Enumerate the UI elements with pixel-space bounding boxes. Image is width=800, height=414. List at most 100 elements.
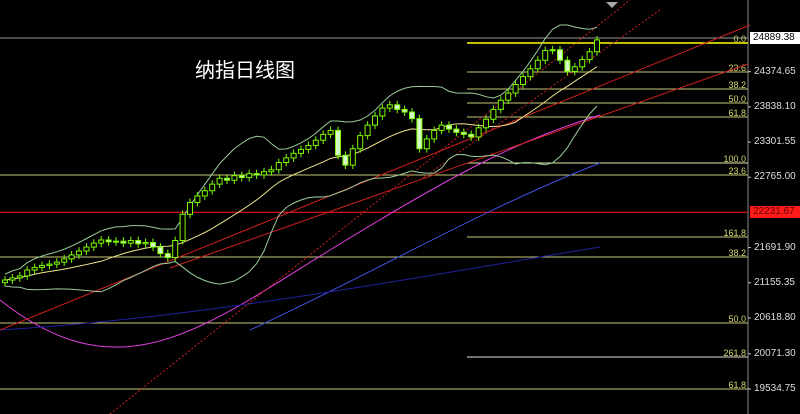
fib-label: 61.8 [728, 108, 746, 118]
candle-body [135, 240, 142, 245]
candle-body [379, 107, 386, 117]
candle-body [164, 253, 171, 259]
candle-body [127, 240, 134, 244]
y-tick-label: 23301.55 [754, 136, 796, 148]
candle-body [179, 213, 186, 242]
candle-body [253, 173, 260, 176]
candle-body [460, 131, 467, 135]
candle-body [349, 148, 356, 166]
candle-body [216, 177, 223, 185]
ma-navy-line [0, 246, 601, 331]
candle-body [231, 175, 238, 181]
candle-body [475, 127, 482, 138]
candle-body [497, 99, 504, 110]
candle-body [105, 239, 112, 243]
candle-body [409, 111, 415, 120]
candle-body [187, 201, 193, 215]
trend-line [169, 63, 749, 269]
candle-body [512, 84, 519, 94]
candle-body [520, 76, 526, 86]
candle-body [594, 39, 600, 53]
candle-body [268, 169, 275, 173]
chart-title: 纳指日线图 [195, 58, 295, 82]
candle-body [246, 173, 253, 179]
candle-body [83, 246, 90, 252]
y-tick-label: 24374.65 [754, 65, 796, 77]
bollinger-lower [4, 105, 598, 293]
y-tick-label: 21155.35 [754, 276, 795, 288]
shift-marker-icon [606, 2, 618, 8]
candle-body [342, 154, 349, 166]
candle-body [401, 108, 408, 113]
candle-body [209, 183, 216, 192]
fib-label: 261.8 [723, 348, 746, 358]
candle-body [9, 277, 16, 281]
candle-body [90, 242, 97, 248]
candle-body [557, 49, 563, 61]
candle-body [157, 246, 164, 255]
candle-body [305, 144, 312, 150]
candle-body [16, 275, 23, 279]
candle-body [335, 129, 341, 156]
fib-label: 61.8 [728, 380, 746, 390]
candle-body [290, 152, 297, 159]
candle-body [505, 92, 512, 101]
candle-body [194, 195, 201, 203]
fib-label: 38.2 [728, 248, 746, 258]
candle-body [534, 59, 541, 70]
trend-line-dotted [419, 9, 661, 181]
candle-body [261, 171, 267, 176]
candle-body [53, 261, 60, 265]
candle-body [357, 135, 364, 150]
bollinger-middle [4, 66, 598, 281]
marked-price-tag: 22231.67 [750, 206, 800, 219]
fib-label: 0.0 [733, 34, 746, 44]
trend-line [0, 24, 751, 331]
candle-body [2, 279, 8, 284]
candle-body [98, 239, 105, 244]
candle-body [468, 133, 475, 138]
y-tick-label: 20618.80 [754, 311, 796, 323]
candle-body [423, 138, 430, 150]
candle-body [586, 51, 593, 61]
candle-body [142, 241, 149, 245]
candle-body [372, 115, 378, 126]
y-tick-label: 19534.75 [754, 383, 796, 394]
candle-body [224, 177, 230, 181]
candle-body [113, 240, 119, 243]
candle-body [283, 157, 290, 164]
candle-body [416, 118, 423, 150]
fib-label: 50.0 [728, 314, 746, 324]
ma-blue-line [249, 162, 601, 331]
fib-label: 23.6 [728, 166, 746, 176]
candle-body [483, 118, 489, 129]
candle-body [76, 250, 82, 256]
candle-body [386, 104, 393, 109]
candle-body [438, 124, 445, 131]
candle-body [320, 133, 327, 141]
candle-body [431, 129, 438, 140]
candle-body [549, 49, 556, 52]
candle-body [46, 263, 53, 266]
candle-body [312, 139, 319, 146]
candle-body [31, 266, 38, 271]
candle-body [446, 124, 452, 130]
fib-label: 50.0 [728, 94, 746, 104]
candle-body [327, 129, 334, 135]
candle-body [527, 68, 534, 78]
fib-label: 38.2 [728, 80, 746, 90]
y-tick-label: 22765.00 [754, 171, 796, 183]
candle-body [364, 124, 371, 137]
candle-body [453, 128, 460, 133]
candle-body [542, 49, 549, 61]
y-tick-label: 20071.30 [754, 347, 796, 359]
y-tick-label: 23838.10 [754, 100, 796, 112]
candle-body [150, 241, 156, 248]
candle-body [24, 269, 31, 277]
candle-body [172, 240, 179, 259]
candle-body [490, 108, 497, 120]
candle-body [564, 59, 571, 72]
current-price-tag: 24889.38 [750, 32, 800, 44]
candle-body [238, 175, 245, 179]
